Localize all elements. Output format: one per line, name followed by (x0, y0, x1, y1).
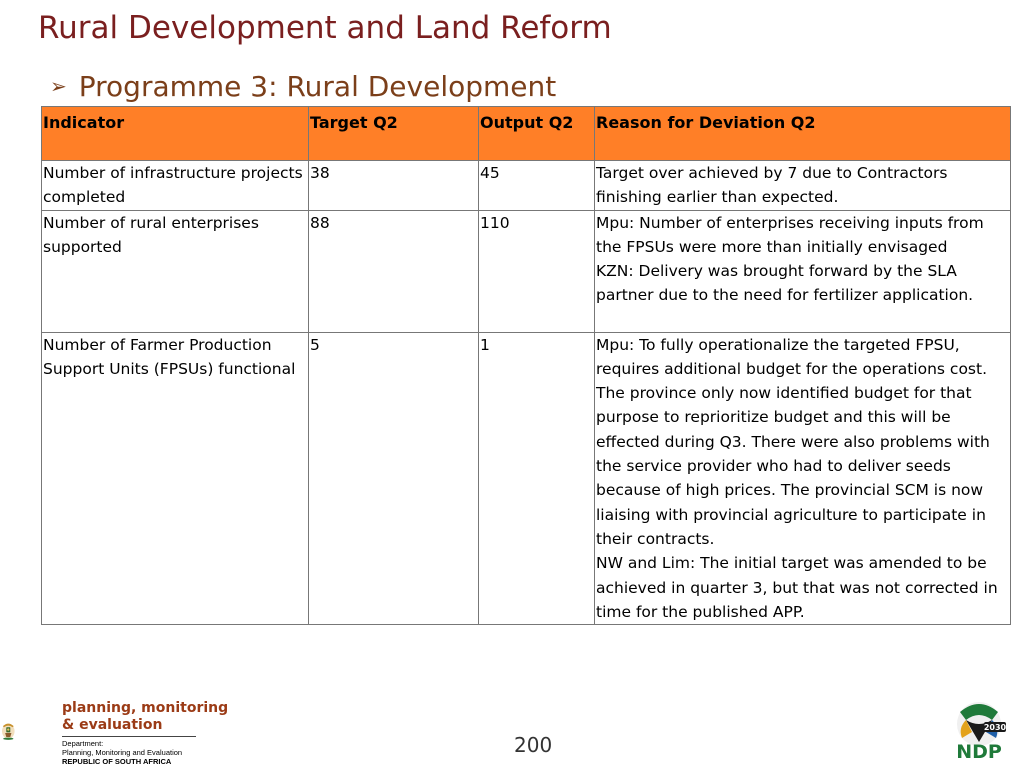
page-number: 200 (514, 733, 553, 757)
ndp-logo-icon: 2030 NDP (956, 702, 1007, 762)
cell-indicator: Number of Farmer Production Support Unit… (41, 331, 309, 626)
dept-country: REPUBLIC OF SOUTH AFRICA (62, 757, 172, 766)
ndp-year: 2030 (984, 723, 1007, 732)
cell-reason: Mpu: To fully operationalize the targete… (594, 331, 1011, 626)
table-row: Number of rural enterprises supported 88… (41, 209, 1011, 333)
cell-output: 1 (478, 331, 595, 626)
cell-indicator: Number of rural enterprises supported (41, 209, 309, 333)
pme-branding: planning, monitoring & evaluation Depart… (62, 700, 228, 766)
table-row: Number of infrastructure projects comple… (41, 160, 1011, 211)
table-row: Number of Farmer Production Support Unit… (41, 331, 1011, 626)
cell-reason: Mpu: Number of enterprises receiving inp… (594, 209, 1011, 333)
section-heading-text: Programme 3: Rural Development (78, 70, 557, 103)
header-reason: Reason for Deviation Q2 (594, 106, 1011, 161)
cell-output: 45 (478, 160, 595, 211)
dept-label: Department: (62, 739, 104, 748)
reason-paragraph: Target over achieved by 7 due to Contrac… (596, 164, 948, 207)
cell-reason: Target over achieved by 7 due to Contrac… (594, 160, 1011, 211)
ndp-text: NDP (956, 741, 1002, 762)
header-target: Target Q2 (308, 106, 479, 161)
pme-title-line1: planning, monitoring (62, 700, 229, 716)
pme-divider (62, 736, 196, 737)
cell-indicator: Number of infrastructure projects comple… (41, 160, 309, 211)
coat-of-arms-icon (2, 723, 15, 740)
cell-target: 88 (308, 209, 479, 333)
table-header-row: Indicator Target Q2 Output Q2 Reason for… (41, 106, 1011, 161)
cell-output: 110 (478, 209, 595, 333)
reason-paragraph: NW and Lim: The initial target was amend… (596, 554, 998, 621)
header-output: Output Q2 (478, 106, 595, 161)
cell-target: 5 (308, 331, 479, 626)
reason-paragraph: Mpu: To fully operationalize the targete… (596, 335, 990, 548)
section-heading: ➢ Programme 3: Rural Development (50, 70, 556, 103)
arrow-bullet-icon: ➢ (50, 73, 67, 98)
cell-target: 38 (308, 160, 479, 211)
reason-paragraph: KZN: Delivery was brought forward by the… (596, 262, 974, 305)
slide-title: Rural Development and Land Reform (38, 10, 612, 46)
dept-name: Planning, Monitoring and Evaluation (62, 748, 183, 757)
deviation-table: Indicator Target Q2 Output Q2 Reason for… (41, 106, 1011, 626)
header-indicator: Indicator (41, 106, 309, 161)
reason-paragraph: Mpu: Number of enterprises receiving inp… (596, 213, 984, 256)
pme-title-line2: & evaluation (62, 717, 163, 733)
